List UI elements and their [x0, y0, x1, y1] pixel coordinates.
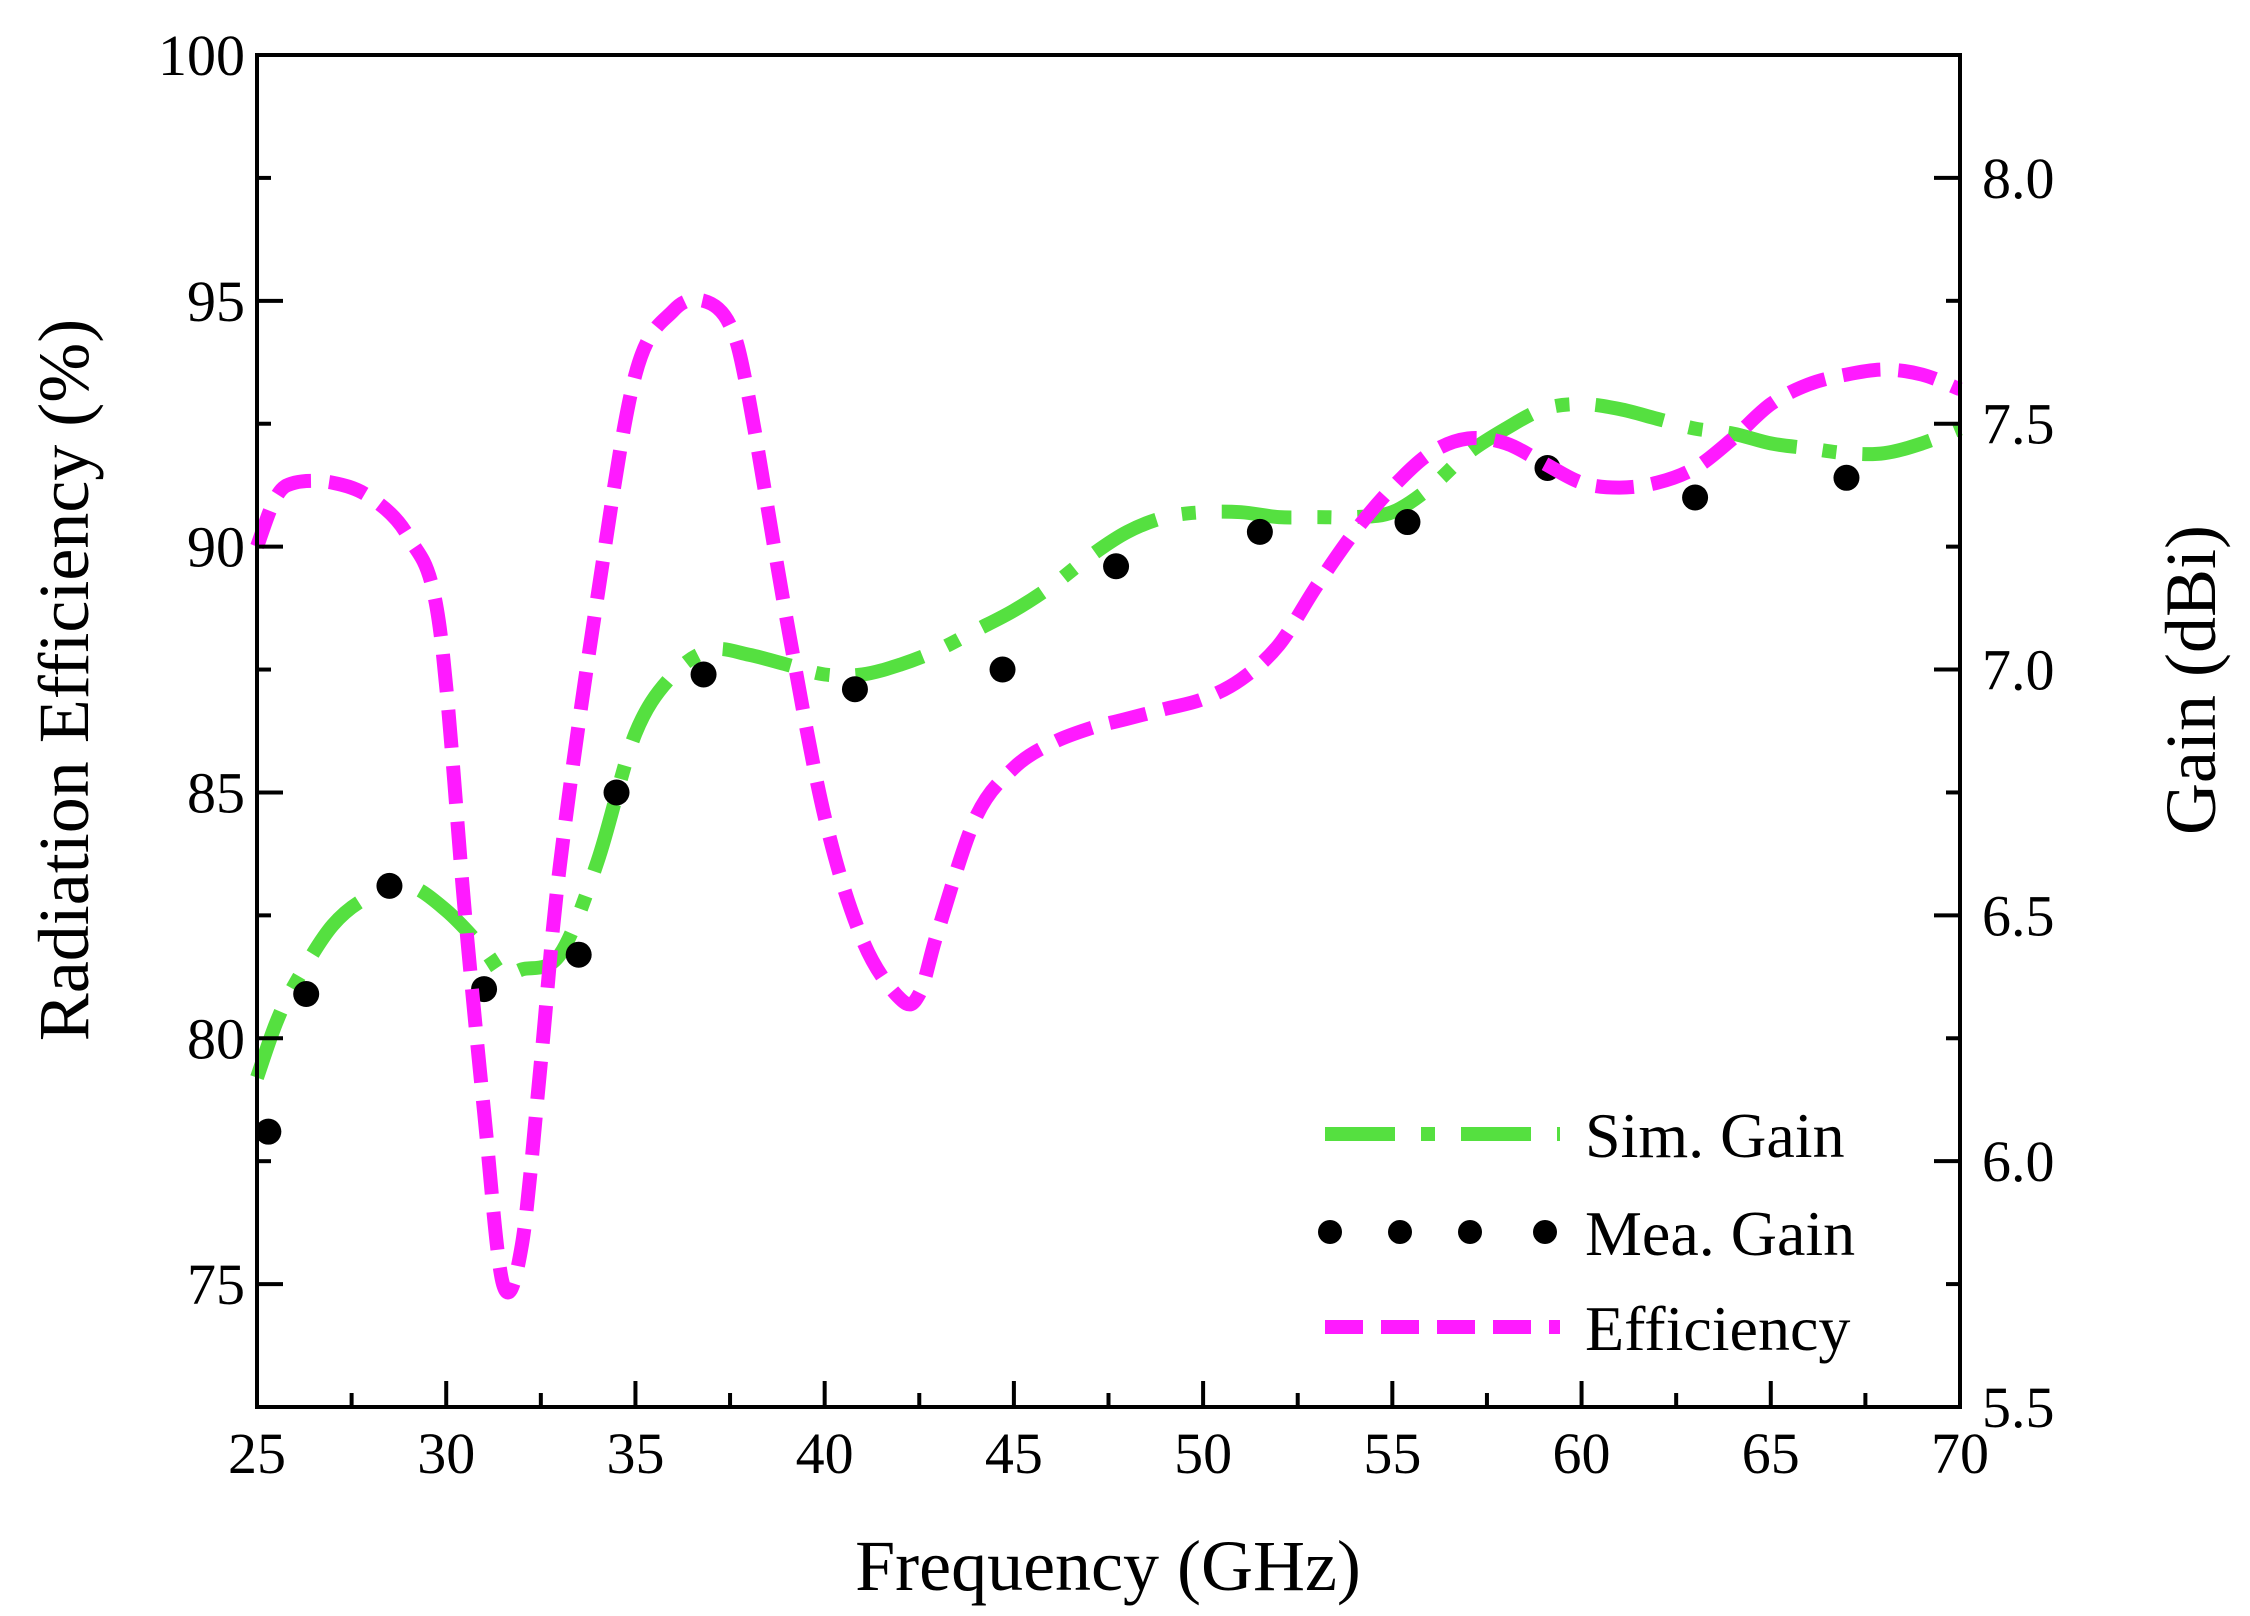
y-left-tick-label: 90 — [187, 515, 245, 580]
legend-mea-gain-swatch — [1318, 1220, 1557, 1244]
mea-gain-point — [1394, 509, 1421, 536]
sim-gain-line — [250, 397, 1963, 1080]
mea-gain-point — [1246, 518, 1273, 545]
legend-efficiency-label: Efficiency — [1585, 1293, 1850, 1364]
y-right-tick-label: 5.5 — [1982, 1375, 2055, 1440]
y-left-tick-label: 75 — [187, 1252, 245, 1317]
legend-marker — [1388, 1220, 1412, 1244]
mea-gain-point — [1682, 484, 1709, 511]
y-left-tick-label: 95 — [187, 269, 245, 334]
mea-gain-point — [293, 981, 320, 1008]
y-right-tick-label: 8.0 — [1982, 146, 2055, 211]
mea-gain-point — [989, 656, 1016, 683]
axis-ticks — [255, 53, 1962, 1409]
series-layer — [250, 292, 1963, 1300]
mea-gain-point — [1833, 464, 1860, 491]
y-right-tick-label: 7.0 — [1982, 638, 2055, 703]
y-left-tick-label: 80 — [187, 1006, 245, 1071]
x-tick-label: 35 — [606, 1421, 664, 1486]
x-tick-label: 45 — [985, 1421, 1043, 1486]
x-tick-label: 60 — [1553, 1421, 1611, 1486]
x-tick-label: 50 — [1174, 1421, 1232, 1486]
mea-gain-point — [841, 676, 868, 703]
legend-mea-gain-label: Mea. Gain — [1585, 1198, 1855, 1269]
legend-marker — [1533, 1220, 1557, 1244]
mea-gain-point — [565, 941, 592, 968]
mea-gain-point — [690, 661, 717, 688]
tick-labels: 25 30 35 40 45 50 55 60 65 70 75 80 85 90 95 100 5.5 6.0 6… — [158, 23, 2055, 1486]
x-tick-label: 25 — [228, 1421, 286, 1486]
x-axis-title: Frequency (GHz) — [855, 1526, 1361, 1606]
x-tick-label: 55 — [1363, 1421, 1421, 1486]
x-tick-label: 30 — [417, 1421, 475, 1486]
y-right-tick-label: 6.5 — [1982, 883, 2055, 948]
mea-gain-point — [1103, 553, 1130, 580]
mea-gain-point — [603, 779, 630, 806]
y-right-tick-label: 6.0 — [1982, 1129, 2055, 1194]
y-left-tick-label: 85 — [187, 760, 245, 825]
legend: Sim. Gain Mea. Gain Efficiency — [1318, 1100, 1855, 1364]
mea-gain-point — [376, 872, 403, 899]
legend-marker — [1458, 1220, 1482, 1244]
x-tick-label: 65 — [1742, 1421, 1800, 1486]
x-tick-label: 70 — [1931, 1421, 1989, 1486]
mea-gain-point — [255, 1118, 282, 1145]
legend-marker — [1318, 1220, 1342, 1244]
efficiency-line — [250, 292, 1963, 1300]
y-left-axis-title: Radiation Efficiency (%) — [24, 319, 104, 1041]
y-right-tick-label: 7.5 — [1982, 392, 2055, 457]
legend-sim-gain-label: Sim. Gain — [1585, 1100, 1845, 1171]
y-left-tick-label: 100 — [158, 23, 245, 88]
x-tick-label: 40 — [796, 1421, 854, 1486]
y-right-axis-title: Gain (dBi) — [2151, 525, 2231, 835]
